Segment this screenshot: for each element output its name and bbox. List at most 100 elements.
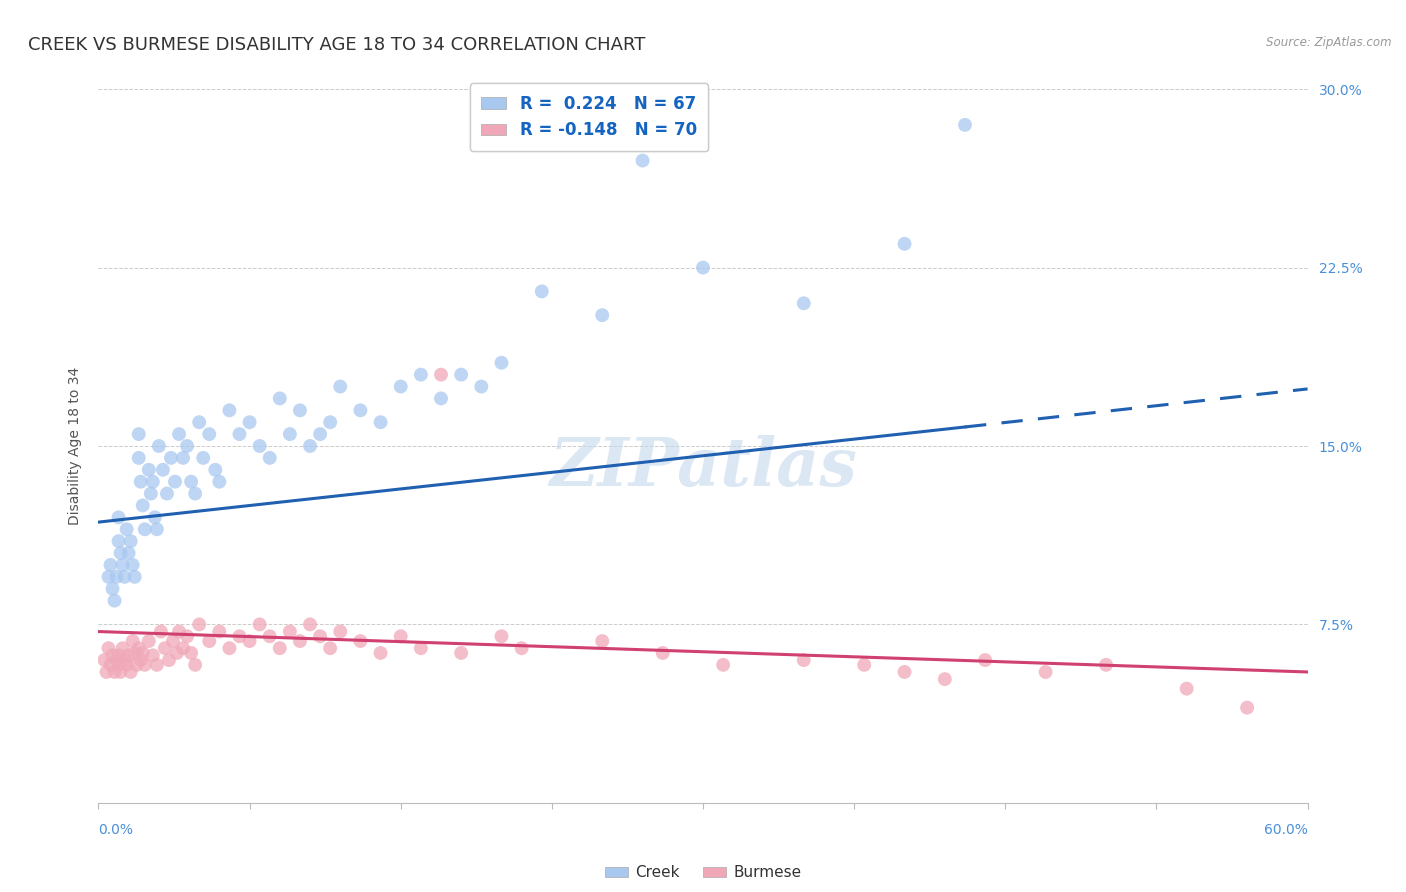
Point <box>198 427 221 442</box>
Point <box>259 629 281 643</box>
Point <box>470 379 492 393</box>
Point <box>128 427 150 442</box>
Point <box>149 624 172 639</box>
Point <box>1236 700 1258 714</box>
Point <box>299 617 322 632</box>
Point <box>309 629 332 643</box>
Point <box>249 439 271 453</box>
Point <box>129 653 152 667</box>
Point <box>129 475 152 489</box>
Point <box>100 558 122 572</box>
Point <box>160 450 183 465</box>
Point <box>853 657 876 672</box>
Point <box>329 379 352 393</box>
Point <box>430 368 453 382</box>
Point <box>180 475 202 489</box>
Point <box>389 379 412 393</box>
Point <box>120 665 142 679</box>
Point <box>166 646 188 660</box>
Point <box>125 657 148 672</box>
Point <box>409 368 432 382</box>
Point <box>138 463 160 477</box>
Point <box>118 546 141 560</box>
Text: 0.0%: 0.0% <box>98 823 134 837</box>
Point <box>692 260 714 275</box>
Point <box>974 653 997 667</box>
Point <box>107 657 129 672</box>
Point <box>176 629 198 643</box>
Point <box>491 356 513 370</box>
Legend: R =  0.224   N = 67, R = -0.148   N = 70: R = 0.224 N = 67, R = -0.148 N = 70 <box>470 83 709 151</box>
Point <box>172 450 194 465</box>
Point <box>530 285 553 299</box>
Point <box>269 392 291 406</box>
Point <box>118 648 141 663</box>
Point <box>115 522 138 536</box>
Point <box>107 648 129 663</box>
Point <box>349 403 371 417</box>
Point <box>167 427 190 442</box>
Point <box>278 427 301 442</box>
Point <box>97 641 120 656</box>
Y-axis label: Disability Age 18 to 34: Disability Age 18 to 34 <box>69 367 83 525</box>
Text: 60.0%: 60.0% <box>1264 823 1308 837</box>
Point <box>370 646 392 660</box>
Point <box>651 646 673 660</box>
Point <box>163 475 186 489</box>
Point <box>93 653 115 667</box>
Point <box>167 624 190 639</box>
Point <box>953 118 976 132</box>
Point <box>319 415 342 429</box>
Point <box>176 439 198 453</box>
Point <box>711 657 734 672</box>
Point <box>793 296 815 310</box>
Point <box>893 665 915 679</box>
Point <box>121 634 143 648</box>
Point <box>278 624 301 639</box>
Point <box>239 634 262 648</box>
Point <box>218 403 240 417</box>
Point <box>128 641 150 656</box>
Point <box>188 617 211 632</box>
Point <box>184 486 207 500</box>
Point <box>319 641 342 656</box>
Point <box>103 593 125 607</box>
Point <box>134 657 156 672</box>
Point <box>148 439 170 453</box>
Point <box>105 653 128 667</box>
Point <box>228 427 250 442</box>
Point <box>107 510 129 524</box>
Point <box>128 450 150 465</box>
Point <box>172 641 194 656</box>
Point <box>101 648 124 663</box>
Point <box>157 653 180 667</box>
Point <box>111 641 134 656</box>
Point <box>269 641 291 656</box>
Point <box>204 463 226 477</box>
Point <box>299 439 322 453</box>
Point <box>370 415 392 429</box>
Point <box>228 629 250 643</box>
Point <box>1095 657 1118 672</box>
Point <box>114 653 136 667</box>
Point <box>152 463 174 477</box>
Point <box>249 617 271 632</box>
Point <box>100 657 122 672</box>
Point <box>349 634 371 648</box>
Point <box>121 558 143 572</box>
Point <box>288 634 311 648</box>
Point <box>450 646 472 660</box>
Point <box>893 236 915 251</box>
Point <box>793 653 815 667</box>
Point <box>96 665 118 679</box>
Point <box>188 415 211 429</box>
Point <box>110 546 132 560</box>
Point <box>934 672 956 686</box>
Point <box>132 646 155 660</box>
Point <box>103 665 125 679</box>
Point <box>329 624 352 639</box>
Point <box>1175 681 1198 696</box>
Point <box>132 499 155 513</box>
Point <box>107 534 129 549</box>
Point <box>124 646 146 660</box>
